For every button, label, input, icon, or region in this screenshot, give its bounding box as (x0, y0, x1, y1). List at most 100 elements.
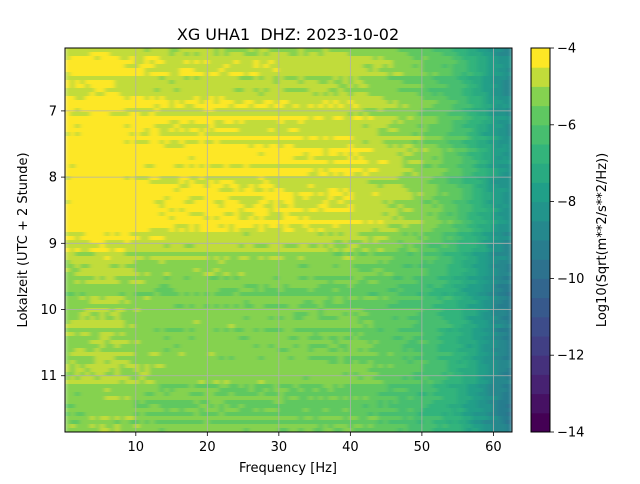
spectrogram-cell (477, 212, 483, 217)
spectrogram-cell (258, 60, 265, 65)
spectrogram-cell (427, 252, 434, 257)
spectrogram-cell (482, 264, 488, 269)
spectrogram-cell (238, 140, 245, 145)
spectrogram-cell (397, 56, 404, 61)
spectrogram-cell (328, 216, 334, 221)
spectrogram-cell (189, 100, 195, 105)
spectrogram-cell (313, 100, 319, 105)
spectrogram-cell (442, 112, 449, 117)
spectrogram-cell (74, 140, 81, 145)
spectrogram-cell (412, 256, 419, 261)
spectrogram-cell (194, 120, 200, 125)
spectrogram-cell (228, 164, 235, 169)
spectrogram-cell (387, 68, 394, 73)
spectrogram-cell (99, 176, 106, 181)
spectrogram-cell (149, 216, 155, 221)
spectrogram-cell (154, 136, 160, 141)
spectrogram-cell (382, 192, 389, 197)
spectrogram-cell (407, 64, 414, 69)
spectrogram-cell (189, 184, 195, 189)
spectrogram-cell (402, 196, 409, 201)
spectrogram-cell (313, 92, 319, 97)
spectrogram-cell (482, 216, 488, 221)
spectrogram-cell (263, 120, 270, 125)
spectrogram-cell (437, 124, 444, 129)
spectrogram-cell (253, 160, 260, 165)
spectrogram-cell (462, 56, 468, 61)
spectrogram-cell (209, 264, 215, 269)
spectrogram-cell (452, 112, 458, 117)
spectrogram-cell (422, 132, 429, 137)
spectrogram-cell (218, 56, 225, 61)
spectrogram-cell (502, 216, 508, 221)
spectrogram-cell (209, 256, 215, 261)
spectrogram-cell (482, 168, 488, 173)
spectrogram-cell (129, 252, 136, 257)
spectrogram-cell (114, 200, 121, 205)
spectrogram-cell (313, 184, 319, 189)
spectrogram-cell (507, 80, 512, 85)
spectrogram-cell (442, 164, 449, 169)
spectrogram-cell (303, 168, 309, 173)
spectrogram-cell (233, 80, 240, 85)
spectrogram-cell (263, 76, 270, 81)
spectrogram-cell (358, 260, 364, 265)
spectrogram-cell (184, 60, 190, 65)
spectrogram-cell (114, 140, 121, 145)
spectrogram-cell (348, 176, 354, 181)
spectrogram-cell (228, 124, 235, 129)
spectrogram-cell (149, 48, 155, 53)
spectrogram-cell (338, 164, 344, 169)
spectrogram-cell (223, 188, 230, 193)
spectrogram-cell (452, 248, 458, 253)
spectrogram-cell (223, 196, 230, 201)
spectrogram-cell (358, 176, 364, 181)
spectrogram-cell (432, 76, 439, 81)
spectrogram-cell (194, 56, 200, 61)
spectrogram-cell (144, 228, 151, 233)
spectrogram-cell (174, 180, 180, 185)
spectrogram-cell (372, 260, 379, 265)
spectrogram-cell (253, 184, 260, 189)
spectrogram-cell (89, 216, 96, 221)
spectrogram-cell (204, 152, 210, 157)
spectrogram-cell (407, 84, 414, 89)
spectrogram-cell (358, 264, 364, 269)
spectrogram-cell (382, 188, 389, 193)
spectrogram-cell (228, 156, 235, 161)
spectrogram-cell (447, 60, 453, 65)
spectrogram-cell (318, 88, 324, 93)
spectrogram-cell (427, 220, 434, 225)
spectrogram-cell (144, 148, 151, 153)
spectrogram-cell (214, 192, 220, 197)
spectrogram-cell (283, 80, 290, 85)
spectrogram-cell (328, 244, 334, 249)
spectrogram-cell (218, 100, 225, 105)
spectrogram-cell (94, 184, 101, 189)
spectrogram-cell (492, 184, 498, 189)
spectrogram-cell (293, 68, 300, 73)
spectrogram-cell (502, 132, 508, 137)
spectrogram-cell (333, 256, 339, 261)
spectrogram-cell (377, 152, 384, 157)
spectrogram-cell (293, 192, 300, 197)
spectrogram-cell (487, 192, 493, 197)
spectrogram-cell (109, 260, 116, 265)
spectrogram-cell (338, 68, 344, 73)
spectrogram-cell (387, 216, 394, 221)
spectrogram-cell (258, 228, 265, 233)
spectrogram-cell (427, 84, 434, 89)
spectrogram-cell (343, 84, 349, 89)
spectrogram-cell (218, 96, 225, 101)
spectrogram-cell (74, 244, 81, 249)
spectrogram-cell (422, 60, 429, 65)
spectrogram-cell (293, 72, 300, 77)
spectrogram-cell (243, 164, 250, 169)
spectrogram-cell (353, 184, 359, 189)
spectrogram-cell (134, 184, 141, 189)
spectrogram-cell (114, 184, 121, 189)
spectrogram-cell (69, 260, 76, 265)
spectrogram-cell (134, 64, 141, 69)
spectrogram-cell (154, 108, 160, 113)
spectrogram-cell (387, 100, 394, 105)
